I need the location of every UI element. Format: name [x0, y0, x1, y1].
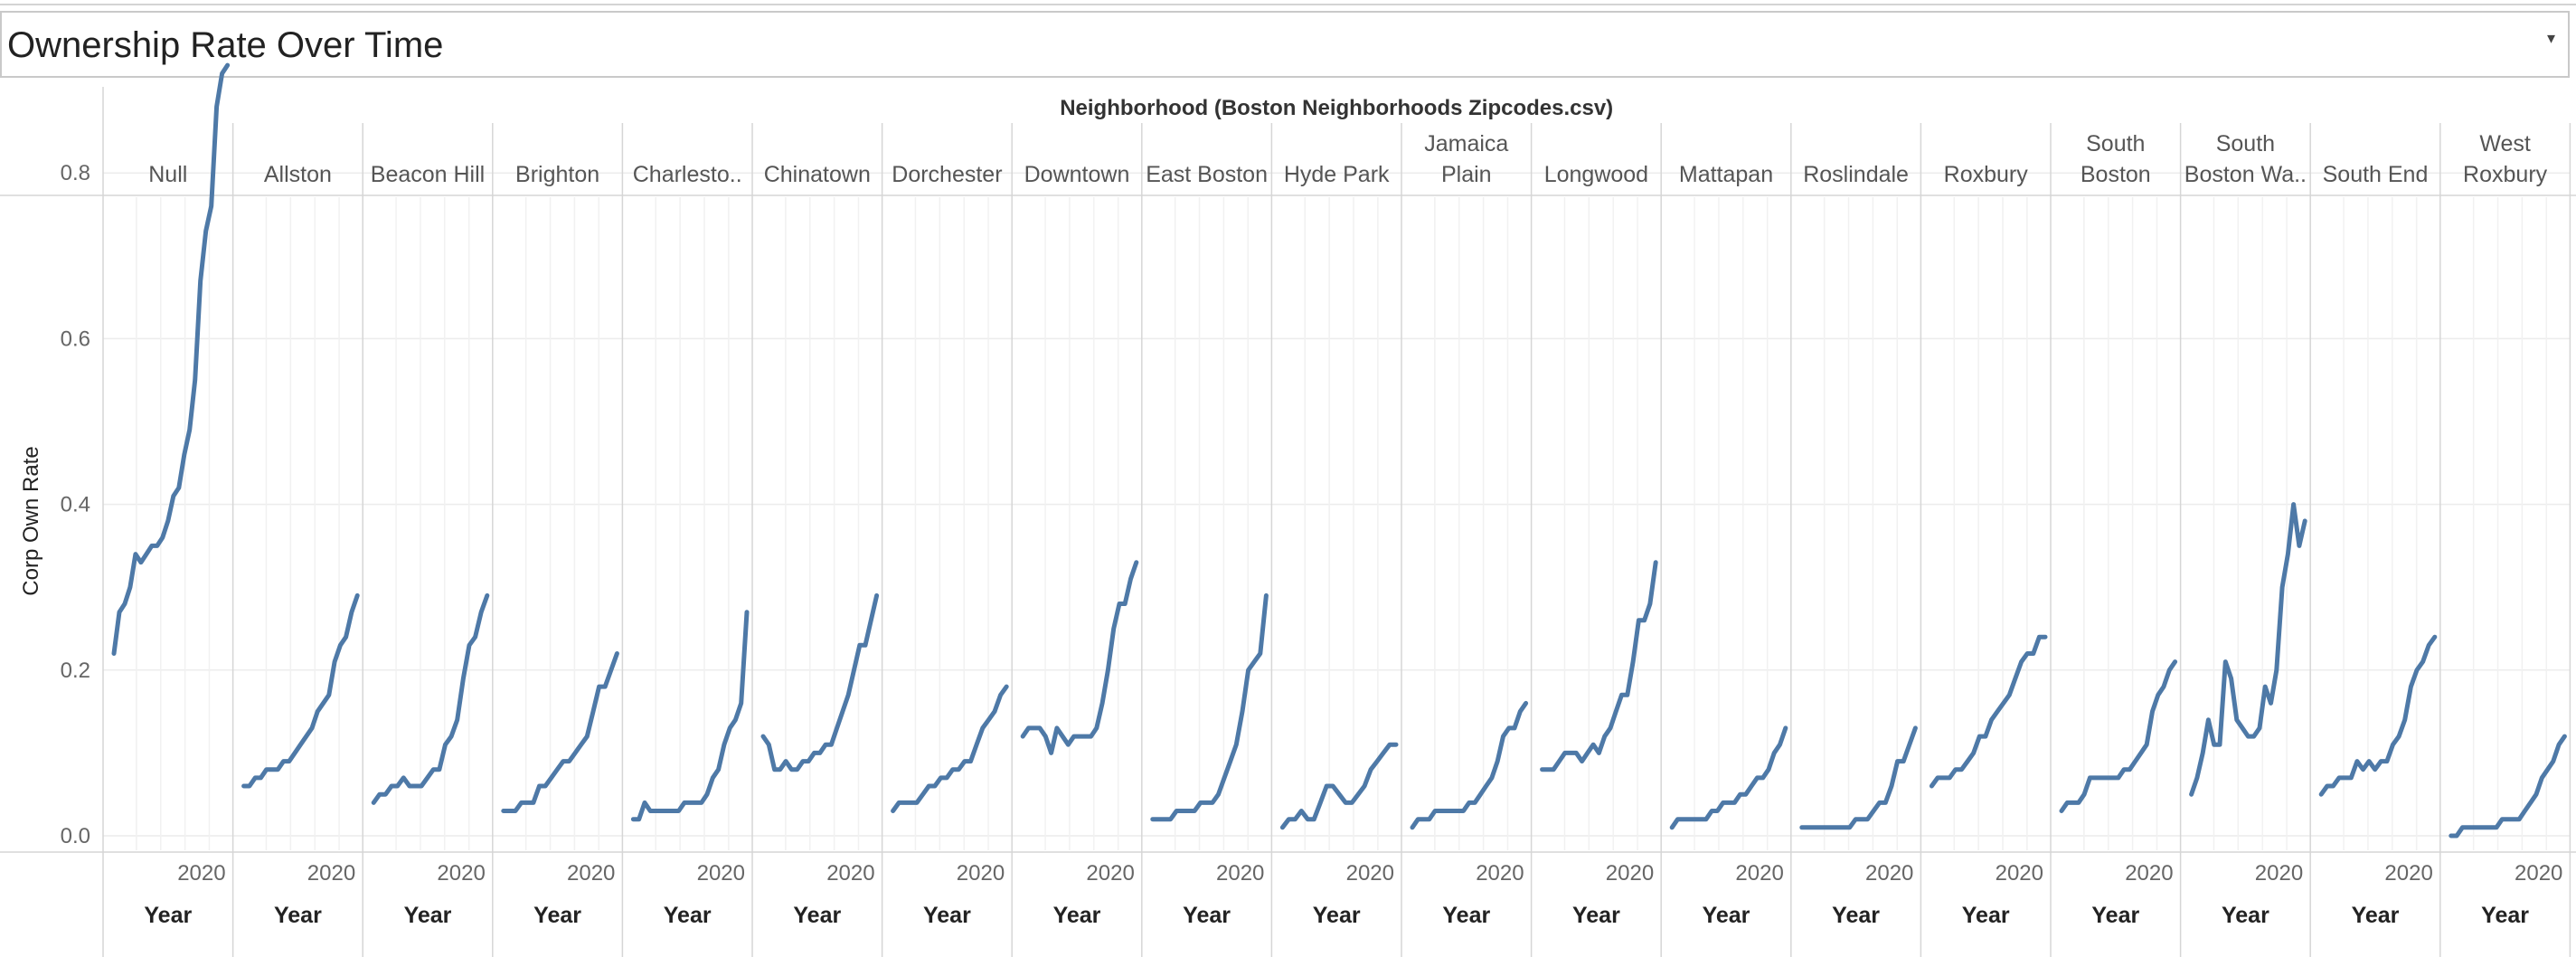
top-divider	[0, 4, 2576, 5]
x-axis-title: Year	[1313, 903, 1361, 928]
x-tick-label: 2020	[567, 861, 615, 886]
panel-header-label: Beacon Hill	[371, 162, 485, 187]
x-tick-label: 2020	[957, 861, 1005, 886]
x-tick-label: 2020	[1346, 861, 1394, 886]
series-line[interactable]	[630, 610, 750, 822]
panel-header-label: Charlesto..	[633, 162, 742, 187]
x-axis-title: Year	[793, 903, 841, 928]
panel-header-label: Longwood	[1544, 162, 1648, 187]
panel-header-label: Roslindale	[1803, 162, 1909, 187]
panel-header-label: Hyde Park	[1284, 162, 1390, 187]
panel-header-label: Dorchester	[892, 162, 1002, 187]
panel-header-label: West	[2479, 131, 2531, 156]
x-axis-title: Year	[1962, 903, 2010, 928]
panel-header-label: South End	[2323, 162, 2429, 187]
series-line[interactable]	[2189, 502, 2307, 797]
x-axis-title: Year	[533, 903, 581, 928]
series-line[interactable]	[2318, 634, 2438, 797]
x-axis-title: Year	[664, 903, 712, 928]
series-line[interactable]	[1929, 634, 2048, 789]
y-tick-label: 0.0	[61, 824, 90, 848]
x-tick-label: 2020	[1086, 861, 1134, 886]
panel-header-label: Jamaica	[1424, 131, 1508, 156]
x-axis-title: Year	[1832, 903, 1880, 928]
title-bar: Ownership Rate Over Time ▾	[0, 11, 2570, 78]
x-tick-label: 2020	[2255, 861, 2303, 886]
x-axis-title: Year	[144, 903, 192, 928]
panel-header-label: Brighton	[515, 162, 599, 187]
panel-header-label: Downtown	[1024, 162, 1130, 187]
series-line[interactable]	[1799, 725, 1918, 830]
x-tick-label: 2020	[437, 861, 485, 886]
y-tick-label: 0.2	[61, 659, 90, 683]
panel-header-label: Boston	[2081, 162, 2151, 187]
x-tick-label: 2020	[1865, 861, 1913, 886]
x-tick-label: 2020	[1216, 861, 1264, 886]
panel-header-label: Allston	[264, 162, 332, 187]
panel-header-label: Chinatown	[764, 162, 871, 187]
x-tick-label: 2020	[697, 861, 745, 886]
panel-header-label: Roxbury	[2463, 162, 2548, 187]
x-tick-label: 2020	[177, 861, 225, 886]
panel-header-label: South	[2086, 131, 2145, 156]
series-line[interactable]	[1540, 560, 1658, 772]
series-line[interactable]	[241, 592, 360, 789]
series-line[interactable]	[1150, 592, 1269, 822]
series-line[interactable]	[371, 592, 490, 805]
x-axis-title: Year	[1703, 903, 1750, 928]
x-tick-label: 2020	[2125, 861, 2173, 886]
panel-header-label: Mattapan	[1679, 162, 1773, 187]
x-axis-title: Year	[2481, 903, 2529, 928]
series-line[interactable]	[501, 651, 619, 813]
x-tick-label: 2020	[1996, 861, 2043, 886]
panel-header-label: Null	[148, 162, 187, 187]
series-line[interactable]	[1020, 560, 1139, 755]
x-axis-title: Year	[404, 903, 452, 928]
y-tick-label: 0.4	[61, 493, 90, 517]
x-axis-title: Year	[1572, 903, 1620, 928]
x-tick-label: 2020	[1735, 861, 1783, 886]
x-axis-title: Year	[1183, 903, 1231, 928]
series-line[interactable]	[2059, 659, 2178, 813]
chart-title: Ownership Rate Over Time	[7, 25, 444, 65]
x-axis-title: Year	[1053, 903, 1101, 928]
x-axis-title: Year	[1442, 903, 1490, 928]
y-axis-title: Corp Own Rate	[19, 446, 43, 595]
series-line[interactable]	[1410, 700, 1529, 830]
facet-header-title: Neighborhood (Boston Neighborhoods Zipco…	[1060, 96, 1613, 120]
series-line[interactable]	[2449, 734, 2567, 839]
x-axis-title: Year	[274, 903, 322, 928]
x-axis-title: Year	[2352, 903, 2400, 928]
panel-header-label: East Boston	[1146, 162, 1268, 187]
chevron-down-icon[interactable]: ▾	[2546, 29, 2555, 47]
series-line[interactable]	[891, 684, 1009, 813]
x-axis-title: Year	[2222, 903, 2269, 928]
x-axis-title: Year	[2091, 903, 2139, 928]
series-line[interactable]	[760, 592, 880, 772]
x-tick-label: 2020	[1476, 861, 1524, 886]
x-tick-label: 2020	[1606, 861, 1654, 886]
series-line[interactable]	[111, 62, 231, 656]
series-line[interactable]	[1279, 742, 1399, 830]
panel-header-label: Plain	[1441, 162, 1492, 187]
y-tick-label: 0.6	[61, 327, 90, 351]
panel-header-label: Roxbury	[1944, 162, 2029, 187]
x-tick-label: 2020	[2384, 861, 2432, 886]
x-tick-label: 2020	[826, 861, 874, 886]
x-tick-label: 2020	[307, 861, 355, 886]
series-line[interactable]	[1669, 725, 1788, 830]
panel-header-label: Boston Wa..	[2184, 162, 2307, 187]
y-tick-label: 0.8	[61, 161, 90, 185]
x-axis-title: Year	[923, 903, 971, 928]
x-tick-label: 2020	[2515, 861, 2562, 886]
panel-header-label: South	[2216, 131, 2275, 156]
